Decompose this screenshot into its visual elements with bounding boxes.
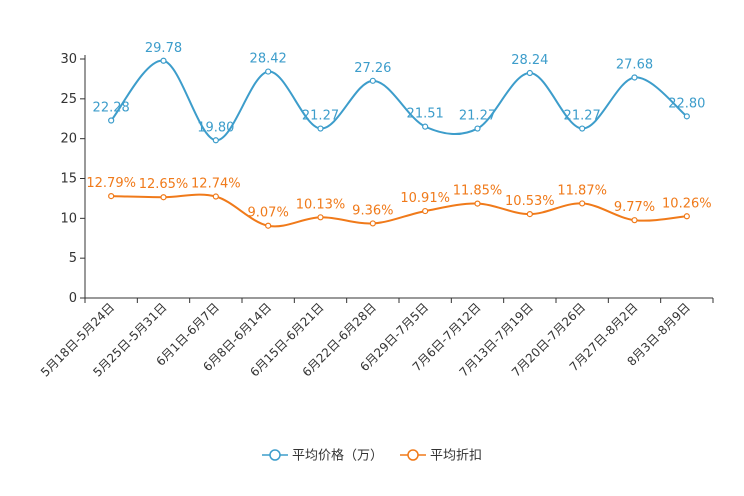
series-0-data-label: 21.27 bbox=[302, 109, 339, 124]
series-0-data-label: 21.51 bbox=[407, 107, 444, 122]
legend-marker-icon bbox=[269, 449, 281, 461]
y-tick-label: 25 bbox=[60, 92, 77, 107]
data-labels: 22.28 29.78 19.80 28.42 21.27 27.26 21.51 21.27… bbox=[86, 41, 711, 221]
y-tick-label: 15 bbox=[60, 172, 77, 187]
series-0-point[interactable] bbox=[212, 137, 219, 144]
series-1-point[interactable] bbox=[160, 194, 167, 201]
y-tick-label: 5 bbox=[69, 251, 77, 266]
legend[interactable]: 平均价格（万） 平均折扣 bbox=[262, 448, 482, 464]
series-1-point[interactable] bbox=[265, 222, 272, 229]
series-0-data-label: 22.80 bbox=[668, 96, 705, 111]
series-1-point[interactable] bbox=[369, 220, 376, 227]
series-0-point[interactable] bbox=[526, 69, 533, 77]
legend-label: 平均价格（万） bbox=[292, 448, 383, 464]
series-0-data-label: 22.28 bbox=[93, 101, 130, 116]
series-layer bbox=[108, 57, 690, 229]
series-0-point[interactable] bbox=[160, 57, 167, 64]
legend-label: 平均折扣 bbox=[430, 449, 482, 464]
series-1-data-label: 11.87% bbox=[557, 183, 607, 198]
series-1-point[interactable] bbox=[317, 214, 324, 221]
y-tick-label: 10 bbox=[60, 211, 77, 226]
series-1-point[interactable] bbox=[108, 193, 115, 200]
series-1-data-label: 12.79% bbox=[86, 176, 136, 191]
legend-marker-icon bbox=[407, 449, 419, 461]
y-tick-label: 30 bbox=[60, 52, 77, 67]
legend-item-1[interactable]: 平均折扣 bbox=[400, 449, 482, 464]
y-tick-label: 0 bbox=[69, 291, 77, 306]
y-tick-label: 20 bbox=[60, 132, 77, 147]
series-0-point[interactable] bbox=[683, 113, 690, 120]
series-1-data-label: 9.77% bbox=[614, 200, 655, 215]
series-0-point[interactable] bbox=[474, 125, 481, 132]
series-1-data-label: 11.85% bbox=[453, 184, 503, 199]
series-1-point[interactable] bbox=[422, 207, 429, 215]
series-1-point[interactable] bbox=[631, 217, 638, 224]
series-1-data-label: 9.07% bbox=[248, 206, 289, 221]
series-1-data-label: 12.65% bbox=[139, 177, 189, 192]
series-1-point[interactable] bbox=[474, 200, 481, 207]
series-1-point[interactable] bbox=[579, 200, 586, 207]
series-0-data-label: 27.68 bbox=[616, 57, 653, 72]
series-line-1 bbox=[111, 193, 687, 228]
series-1-data-label: 10.13% bbox=[296, 197, 346, 212]
series-0-point[interactable] bbox=[422, 123, 429, 130]
series-1-data-label: 10.26% bbox=[662, 196, 712, 211]
series-0-point[interactable] bbox=[108, 117, 115, 124]
series-0-data-label: 28.42 bbox=[250, 52, 287, 67]
series-1-data-label: 10.53% bbox=[505, 194, 555, 209]
series-0-data-label: 19.80 bbox=[197, 120, 234, 135]
series-0-point[interactable] bbox=[579, 125, 586, 132]
series-0-point[interactable] bbox=[631, 74, 638, 81]
series-0-point[interactable] bbox=[317, 125, 324, 132]
series-1-point[interactable] bbox=[526, 211, 533, 218]
series-0-data-label: 29.78 bbox=[145, 41, 182, 56]
series-1-data-label: 9.36% bbox=[352, 203, 393, 218]
series-1-point[interactable] bbox=[212, 193, 219, 200]
series-0-point[interactable] bbox=[369, 77, 376, 84]
series-1-data-label: 10.91% bbox=[400, 191, 450, 206]
series-0-data-label: 21.27 bbox=[564, 109, 601, 124]
legend-item-0[interactable]: 平均价格（万） bbox=[262, 448, 383, 464]
series-0-data-label: 27.26 bbox=[354, 61, 391, 76]
series-0-point[interactable] bbox=[265, 68, 272, 75]
series-1-data-label: 12.74% bbox=[191, 177, 241, 192]
series-1-point[interactable] bbox=[683, 213, 690, 220]
series-0-data-label: 21.27 bbox=[459, 109, 496, 124]
series-0-data-label: 28.24 bbox=[511, 53, 548, 68]
